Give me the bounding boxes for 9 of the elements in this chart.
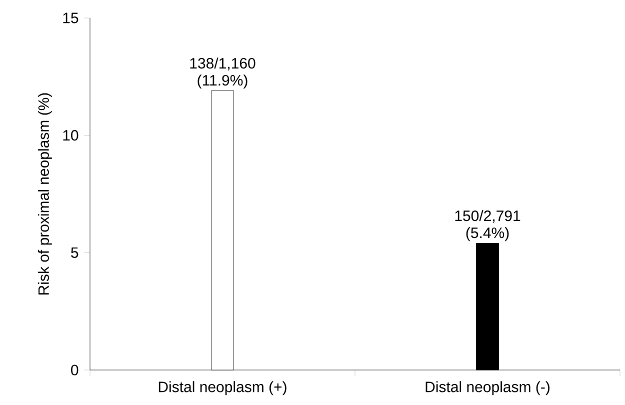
y-axis-title: Risk of proximal neoplasm (%) [38,93,52,294]
y-tick-label: 10 [63,130,78,141]
data-label: 150/2,791 (5.4%) [455,210,520,242]
y-tick-label: 0 [71,364,78,376]
y-tick-label: 5 [71,247,78,258]
x-tick-label: Distal neoplasm (-) [426,381,550,396]
x-tick-label: Distal neoplasm (+) [158,381,286,396]
y-tick-label: 15 [63,12,78,24]
data-label: 138/1,160 (11.9%) [190,58,256,89]
